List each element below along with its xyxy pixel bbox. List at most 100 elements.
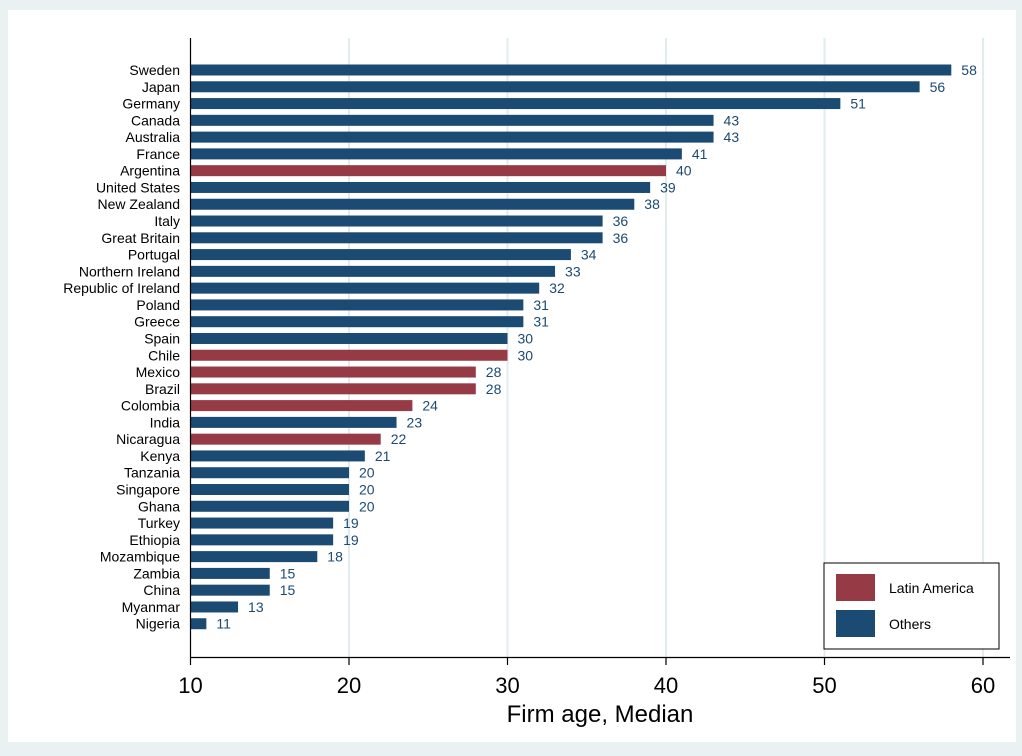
data-label: 41 (692, 146, 708, 162)
data-label: 31 (533, 314, 549, 330)
category-label: Poland (136, 297, 180, 313)
bar (190, 450, 365, 462)
data-label: 20 (359, 482, 375, 498)
bar (190, 316, 524, 328)
data-label: 18 (327, 549, 343, 565)
legend-entries: Latin America Others (836, 574, 974, 637)
bar (190, 484, 349, 495)
data-label: 33 (565, 263, 581, 279)
x-tick-label: 40 (654, 673, 678, 698)
category-label: Mexico (136, 364, 181, 380)
category-label: France (136, 146, 180, 162)
category-label: Colombia (121, 398, 180, 414)
category-label: Italy (154, 213, 180, 229)
bar (190, 366, 476, 378)
bar (190, 383, 476, 395)
data-label: 15 (280, 565, 296, 581)
bar (190, 148, 682, 160)
category-label: Turkey (138, 515, 180, 531)
data-label: 30 (518, 330, 534, 346)
data-label: 15 (280, 582, 296, 598)
data-label: 13 (248, 599, 264, 615)
data-label: 32 (549, 280, 565, 296)
category-label: Kenya (140, 448, 180, 464)
data-label: 28 (486, 381, 502, 397)
data-label: 19 (343, 515, 359, 531)
bar (190, 349, 508, 361)
bar (190, 131, 714, 143)
data-label: 22 (391, 431, 407, 447)
bar (190, 551, 318, 563)
category-label: Greece (134, 314, 180, 330)
data-label: 43 (724, 129, 740, 145)
data-label: 23 (407, 414, 423, 430)
category-label: Sweden (129, 62, 180, 78)
data-label: 20 (359, 465, 375, 481)
bar (190, 249, 571, 261)
bar (190, 181, 651, 193)
category-label: Nigeria (136, 616, 181, 632)
data-label: 43 (724, 112, 740, 128)
x-tick-label: 10 (178, 673, 202, 698)
bar (190, 81, 920, 93)
bar (190, 64, 952, 76)
category-label: Republic of Ireland (63, 280, 180, 296)
data-label: 38 (644, 196, 660, 212)
x-tick-label: 20 (337, 673, 361, 698)
x-tick-label: 50 (812, 673, 836, 698)
category-label: Japan (142, 79, 180, 95)
data-label: 39 (660, 179, 676, 195)
data-label: 56 (930, 79, 946, 95)
category-label: Canada (131, 112, 180, 128)
bar (190, 198, 635, 210)
legend: Latin America Others (823, 562, 1000, 650)
data-label: 21 (375, 448, 391, 464)
category-labels: SwedenJapanGermanyCanadaAustraliaFranceA… (63, 62, 180, 632)
data-label: 58 (961, 62, 977, 78)
category-label: Australia (126, 129, 181, 145)
category-label: Germany (122, 96, 180, 112)
bar (190, 400, 413, 412)
bar (190, 433, 381, 445)
category-label: Chile (148, 347, 180, 363)
data-label: 34 (581, 247, 597, 263)
bar (190, 467, 349, 479)
bar (190, 517, 334, 529)
bar (190, 98, 841, 110)
bar (190, 299, 524, 311)
bar (190, 215, 603, 227)
bar (190, 265, 556, 277)
x-axis-ticks: 10 20 30 40 50 60 (178, 657, 995, 698)
category-label: Mozambique (100, 549, 180, 565)
category-label: Zambia (133, 565, 180, 581)
category-label: Ethiopia (129, 532, 180, 548)
category-label: Great Britain (101, 230, 180, 246)
data-label: 31 (533, 297, 549, 313)
bar (190, 601, 239, 613)
category-label: Singapore (116, 482, 180, 498)
category-label: United States (96, 179, 180, 195)
category-label: Myanmar (122, 599, 181, 615)
data-label: 36 (613, 230, 629, 246)
data-label: 51 (850, 96, 866, 112)
bar (190, 567, 270, 579)
x-axis-title: Firm age, Median (507, 701, 694, 728)
bar (190, 232, 603, 244)
data-label: 40 (676, 163, 692, 179)
category-label: Nicaragua (116, 431, 180, 447)
bar (190, 584, 270, 596)
bar (190, 534, 334, 546)
bar (190, 500, 349, 512)
bar (190, 282, 540, 294)
bar (190, 416, 397, 428)
value-labels: 5856514343414039383636343332313130302828… (216, 62, 977, 632)
category-label: Brazil (145, 381, 180, 397)
data-label: 20 (359, 498, 375, 514)
bar (190, 332, 508, 344)
bar (190, 165, 666, 177)
category-label: Northern Ireland (79, 263, 180, 279)
x-tick-label: 60 (971, 673, 995, 698)
bar (190, 618, 207, 630)
